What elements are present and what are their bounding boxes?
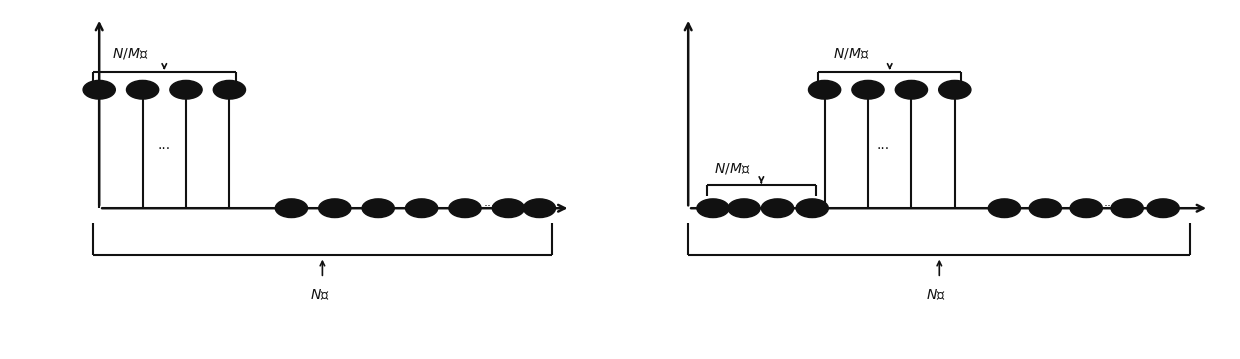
Ellipse shape [523,199,556,218]
Ellipse shape [895,80,928,99]
Ellipse shape [808,80,841,99]
Text: ...: ... [877,139,889,152]
Ellipse shape [126,80,159,99]
Text: $N/M$个: $N/M$个 [714,161,750,176]
Ellipse shape [405,199,438,218]
Text: ...: ... [157,139,170,152]
Ellipse shape [1147,199,1179,218]
Text: ...: ... [751,198,761,208]
Ellipse shape [275,199,308,218]
Text: $N$个: $N$个 [926,287,946,302]
Text: ...: ... [484,196,496,209]
Ellipse shape [761,199,794,218]
Ellipse shape [170,80,202,99]
Ellipse shape [852,80,884,99]
Ellipse shape [319,199,351,218]
Ellipse shape [988,199,1021,218]
Ellipse shape [83,80,115,99]
Ellipse shape [796,199,828,218]
Text: ...: ... [1104,196,1116,209]
Ellipse shape [449,199,481,218]
Ellipse shape [939,80,971,99]
Text: $N/M$个: $N/M$个 [833,46,869,61]
Text: $N$个: $N$个 [310,287,330,302]
Ellipse shape [492,199,525,218]
Text: $N/M$个: $N/M$个 [112,46,148,61]
Ellipse shape [697,199,729,218]
Ellipse shape [213,80,246,99]
Ellipse shape [1111,199,1143,218]
Ellipse shape [728,199,760,218]
Ellipse shape [362,199,394,218]
Ellipse shape [1029,199,1061,218]
Ellipse shape [1070,199,1102,218]
